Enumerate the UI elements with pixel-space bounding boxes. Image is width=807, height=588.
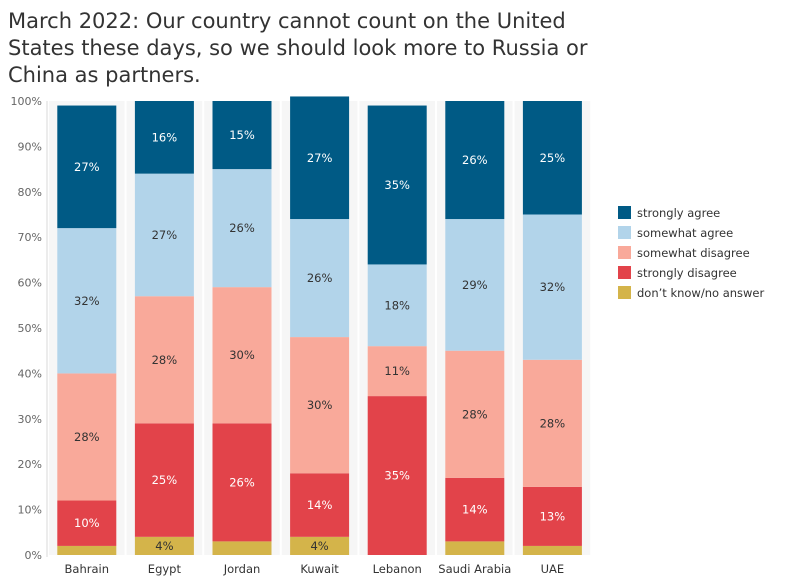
y-tick-label: 90% xyxy=(18,140,42,153)
x-category-label: Bahrain xyxy=(65,562,109,576)
bar-segment xyxy=(57,500,117,546)
bar-segment xyxy=(367,346,427,397)
data-label: 16% xyxy=(152,130,178,144)
y-tick-label: 100% xyxy=(11,95,42,108)
bar-segment xyxy=(212,423,272,542)
bar-segment xyxy=(367,396,427,555)
bar-segment xyxy=(445,101,505,220)
y-tick-label: 30% xyxy=(18,413,42,426)
bar-segment xyxy=(212,541,272,555)
data-label: 26% xyxy=(462,153,488,167)
bar-segment xyxy=(212,169,272,288)
data-label: 30% xyxy=(229,348,255,362)
bar-segment xyxy=(522,545,582,555)
legend-swatch xyxy=(618,286,631,299)
data-label: 18% xyxy=(384,298,410,312)
y-tick-label: 40% xyxy=(18,367,42,380)
bar-segment xyxy=(290,96,350,220)
bar-segment xyxy=(134,296,194,424)
data-label: 26% xyxy=(229,475,255,489)
y-tick-label: 20% xyxy=(18,458,42,471)
x-category-label: Jordan xyxy=(223,562,261,576)
legend-label: somewhat agree xyxy=(637,226,733,240)
data-label: 32% xyxy=(540,280,566,294)
x-category-label: Kuwait xyxy=(300,562,339,576)
bar-segment xyxy=(57,105,117,229)
legend-label: strongly agree xyxy=(637,206,720,220)
data-label: 4% xyxy=(310,539,328,553)
data-label: 28% xyxy=(462,407,488,421)
bar-segment xyxy=(445,477,505,542)
y-tick-label: 50% xyxy=(18,322,42,335)
data-label: 26% xyxy=(229,221,255,235)
bar-segment xyxy=(522,101,582,215)
y-axis: 0% 10% 20% 30% 40% 50% 60% 70% 80% 90% 100% xyxy=(11,95,48,562)
bar-segment xyxy=(445,350,505,478)
data-label: 10% xyxy=(74,516,100,530)
bar-segment xyxy=(290,536,350,555)
data-label: 32% xyxy=(74,294,100,308)
bar-segment xyxy=(134,423,194,537)
x-category-label: Egypt xyxy=(148,562,182,576)
bar-segment xyxy=(290,219,350,338)
bar-segment xyxy=(57,228,117,374)
data-label: 26% xyxy=(307,271,333,285)
data-label: 27% xyxy=(307,151,333,165)
data-label: 14% xyxy=(307,498,333,512)
data-label: 11% xyxy=(384,364,410,378)
bar-segment xyxy=(134,173,194,297)
bar-segment xyxy=(290,337,350,474)
y-tick-label: 0% xyxy=(25,549,42,562)
y-tick-label: 60% xyxy=(18,277,42,290)
data-label: 29% xyxy=(462,278,488,292)
bar-segment xyxy=(367,264,427,347)
bar-segment xyxy=(445,219,505,351)
data-label: 15% xyxy=(229,128,255,142)
bar-segment xyxy=(290,473,350,537)
bar-segment xyxy=(134,536,194,555)
legend-swatch xyxy=(618,226,631,239)
data-label: 25% xyxy=(152,473,178,487)
data-label: 28% xyxy=(540,416,566,430)
data-label: 35% xyxy=(384,469,410,483)
bar-segment xyxy=(57,545,117,555)
bar-segment xyxy=(522,214,582,360)
x-category-label: UAE xyxy=(541,562,565,576)
y-tick-label: 10% xyxy=(18,504,42,517)
bars: 10% 28% 32% 27% 4% 25% 28% 27% 16% 26% 30% 26% 15% 4%… xyxy=(57,96,582,555)
legend-label: somewhat disagree xyxy=(637,246,750,260)
data-label: 14% xyxy=(462,503,488,517)
x-category-label: Lebanon xyxy=(373,562,422,576)
legend-swatch xyxy=(618,206,631,219)
chart-title: March 2022: Our country cannot count on … xyxy=(8,9,588,87)
bar-segment xyxy=(134,101,194,174)
bar-segment xyxy=(367,105,427,265)
bar-segment xyxy=(212,101,272,170)
data-label: 35% xyxy=(384,178,410,192)
bar-segment xyxy=(522,486,582,546)
data-label: 13% xyxy=(540,509,566,523)
data-label: 30% xyxy=(307,398,333,412)
data-label: 25% xyxy=(540,151,566,165)
legend-swatch xyxy=(618,246,631,259)
bar-segment xyxy=(57,373,117,501)
legend-label: strongly disagree xyxy=(637,266,737,280)
x-axis: Bahrain Egypt Jordan Kuwait Lebanon Saudi Ara… xyxy=(65,562,565,576)
bar-segment xyxy=(445,541,505,555)
data-label: 4% xyxy=(155,539,173,553)
x-category-label: Saudi Arabia xyxy=(438,562,511,576)
legend-swatch xyxy=(618,266,631,279)
legend: strongly agree somewhat agree somewhat dis… xyxy=(618,206,764,300)
y-tick-label: 80% xyxy=(18,186,42,199)
data-label: 28% xyxy=(74,430,100,444)
y-tick-label: 70% xyxy=(18,231,42,244)
data-label: 27% xyxy=(74,160,100,174)
data-label: 27% xyxy=(152,228,178,242)
bar-segment xyxy=(212,287,272,424)
data-label: 28% xyxy=(152,353,178,367)
legend-label: don’t know/no answer xyxy=(637,286,764,300)
bar-segment xyxy=(522,359,582,487)
